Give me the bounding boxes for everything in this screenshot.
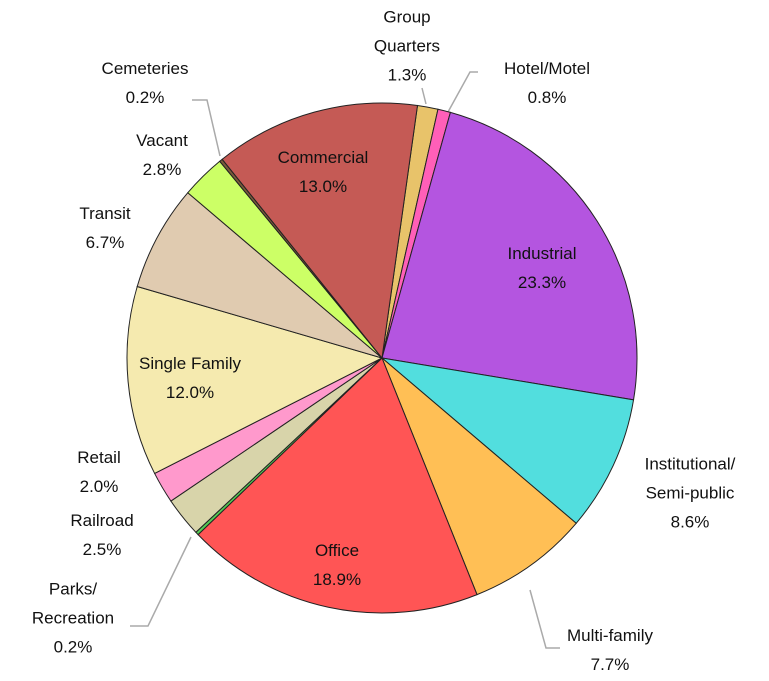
category-label: Railroad <box>70 511 134 530</box>
category-label: Commercial <box>277 148 369 167</box>
value-label: 18.9% <box>312 570 362 589</box>
slice-label: Transit 6.7% <box>79 199 130 257</box>
value-label: 12.0% <box>165 383 215 402</box>
value-label: 0.8% <box>527 88 567 107</box>
slice-label: Office 18.9% <box>313 536 361 594</box>
category-label: Office <box>314 541 360 560</box>
pie-slice <box>126 285 384 475</box>
category-label: Institutional/ Semi-public <box>644 454 736 503</box>
pie-slice <box>136 192 383 359</box>
category-label: Parks/ Recreation <box>31 579 115 628</box>
value-label: 23.3% <box>517 273 567 292</box>
pie-slice <box>380 357 635 524</box>
slice-label: Hotel/Motel 0.8% <box>504 54 590 112</box>
slice-label: Multi-family 7.7% <box>567 621 653 679</box>
value-label: 0.2% <box>125 88 165 107</box>
leader-line <box>529 589 560 649</box>
slice-label: Single Family 12.0% <box>139 349 241 407</box>
category-label: Hotel/Motel <box>504 59 590 78</box>
value-label: 2.0% <box>79 477 119 496</box>
value-label: 0.2% <box>53 637 93 657</box>
category-label: Cemeteries <box>101 59 189 78</box>
slice-label: Commercial 13.0% <box>278 143 369 201</box>
slice-label: Institutional/ Semi-public 8.6% <box>645 450 736 537</box>
category-label: Group Quarters <box>373 7 441 56</box>
pie-slice <box>221 102 419 360</box>
leader-line <box>192 99 221 157</box>
value-label: 7.7% <box>590 655 630 674</box>
value-label: 2.8% <box>142 160 182 179</box>
pie-slice <box>197 357 478 614</box>
category-label: Vacant <box>136 131 188 150</box>
slice-label: Industrial 23.3% <box>508 239 577 297</box>
value-label: 8.6% <box>670 512 710 532</box>
leader-line <box>130 536 192 627</box>
category-label: Single Family <box>138 354 242 373</box>
pie-slice <box>381 357 577 596</box>
leader-line <box>421 87 427 105</box>
category-label: Retail <box>77 448 121 467</box>
category-label: Multi-family <box>567 626 653 645</box>
category-label: Transit <box>79 204 131 223</box>
value-label: 1.3% <box>387 65 427 85</box>
category-label: Industrial <box>507 244 577 263</box>
slice-label: Parks/ Recreation 0.2% <box>32 575 114 662</box>
slice-label: Cemeteries 0.2% <box>102 54 189 112</box>
value-label: 6.7% <box>85 233 125 252</box>
value-label: 2.5% <box>82 540 122 559</box>
slice-label: Vacant 2.8% <box>136 126 188 184</box>
slice-label: Railroad 2.5% <box>70 506 133 564</box>
leader-line <box>447 71 478 113</box>
slice-label: Retail 2.0% <box>77 443 120 501</box>
pie-slice <box>381 111 638 401</box>
slice-label: Group Quarters 1.3% <box>374 3 440 90</box>
value-label: 13.0% <box>298 177 348 196</box>
